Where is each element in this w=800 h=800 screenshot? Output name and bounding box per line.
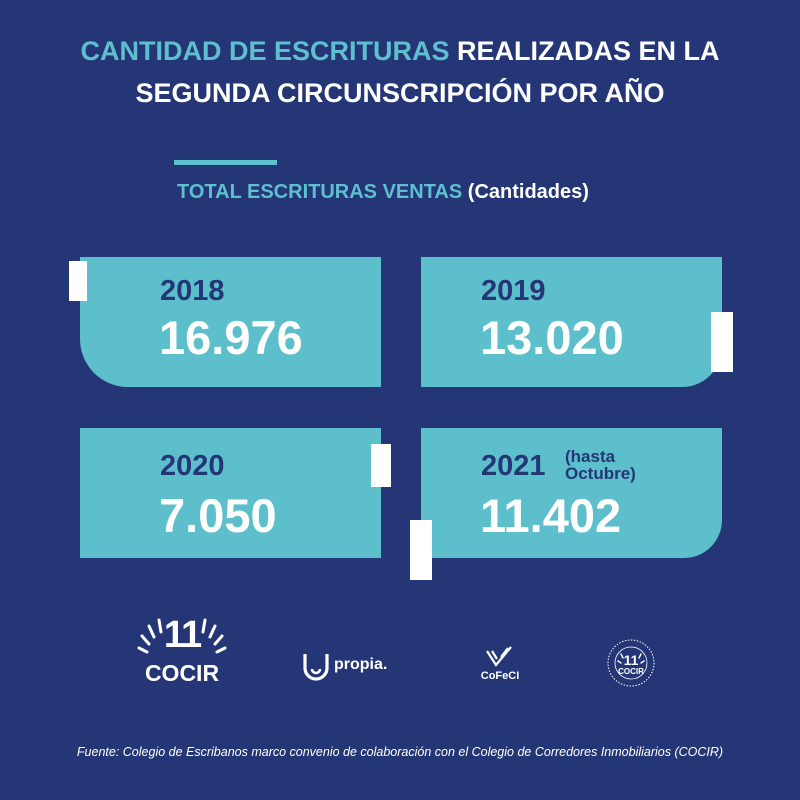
- stat-value: 7.050: [159, 489, 277, 542]
- title-rest: REALIZADAS EN LA: [457, 36, 720, 66]
- source-footnote: Fuente: Colegio de Escribanos marco conv…: [76, 745, 724, 759]
- cocir-wordmark: COCIR: [144, 660, 220, 686]
- title-line-2: SEGUNDA CIRCUNSCRIPCIÓN POR AÑO: [135, 78, 665, 108]
- starburst-icon: [137, 618, 227, 654]
- title-line-1: CANTIDAD DE ESCRITURAS REALIZADAS EN LA: [0, 30, 800, 72]
- stat-card-2020: 2020 7.050: [80, 428, 381, 558]
- propia-wordmark: propia.: [334, 656, 388, 673]
- subtitle-main: TOTAL ESCRITURAS VENTAS: [177, 181, 463, 203]
- stat-card-2021: 2021 (hasta Octubre) 11.402: [421, 428, 722, 558]
- instituto-number: 11: [623, 652, 639, 668]
- cocir-number: 11: [163, 614, 202, 656]
- accent-divider: [174, 160, 277, 165]
- stat-year: 2021: [481, 450, 546, 482]
- stat-note-line-2: Octubre): [565, 464, 636, 483]
- cofeci-wordmark: CoFeCI: [480, 670, 520, 682]
- stat-value: 16.976: [159, 311, 303, 364]
- card-corner-tab: [711, 312, 733, 372]
- stat-card-2018: 2018 16.976: [80, 257, 381, 387]
- propia-mark-icon: [303, 654, 329, 681]
- checkmark-icon: [486, 646, 512, 667]
- page-title: CANTIDAD DE ESCRITURAS REALIZADAS EN LA …: [0, 30, 800, 114]
- section-subtitle: TOTAL ESCRITURAS VENTAS (Cantidades): [177, 181, 589, 204]
- card-corner-tab: [69, 261, 87, 301]
- instituto-name: COCIR: [618, 667, 644, 676]
- stat-note: (hasta Octubre): [565, 448, 636, 482]
- cofeci-logo: CoFeCI: [478, 645, 522, 685]
- propia-logo: propia.: [300, 648, 400, 684]
- subtitle-units: (Cantidades): [467, 181, 589, 203]
- stat-note-line-1: (hasta: [565, 447, 616, 466]
- stat-card-2019: 2019 13.020: [421, 257, 722, 387]
- cocir-logo: 11 COCIR: [137, 610, 227, 690]
- stat-value: 13.020: [480, 311, 624, 364]
- instituto-seal: [607, 639, 655, 687]
- card-corner-tab: [371, 444, 391, 487]
- card-corner-tab: [410, 520, 432, 580]
- stat-year: 2019: [481, 275, 546, 307]
- instituto-logo: 11 COCIR: [606, 638, 656, 688]
- stat-year: 2020: [160, 450, 225, 482]
- stat-year: 2018: [160, 275, 225, 307]
- stat-value: 11.402: [480, 489, 622, 542]
- title-highlight: CANTIDAD DE ESCRITURAS: [80, 36, 450, 66]
